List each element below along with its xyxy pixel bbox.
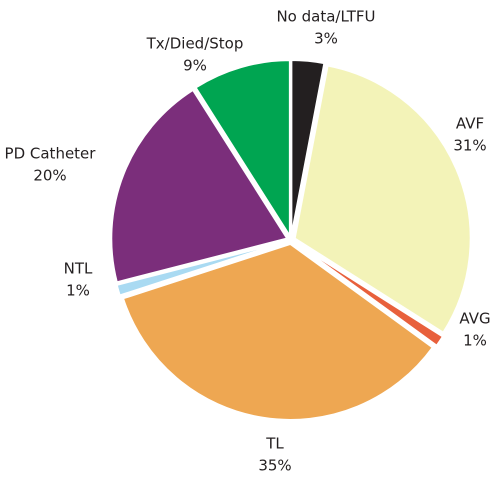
slice-value-label: 20%: [33, 167, 66, 185]
pie-slice: [110, 88, 289, 284]
pie-slice: [293, 64, 472, 335]
slice-label: NTL: [64, 260, 93, 278]
slice-label: No data/LTFU: [276, 8, 375, 26]
slice-label: AVF: [456, 115, 484, 133]
slice-label: TL: [265, 435, 284, 453]
slice-value-label: 35%: [258, 457, 291, 475]
pie-slice: [290, 59, 326, 237]
pie-slice: [194, 59, 291, 240]
slice-value-label: 9%: [183, 57, 207, 75]
slice-value-label: 1%: [66, 282, 90, 300]
slice-label: Tx/Died/Stop: [146, 35, 244, 53]
slice-label: PD Catheter: [5, 145, 97, 163]
slice-label: AVG: [459, 310, 490, 328]
slice-value-label: 3%: [314, 30, 338, 48]
slice-value-label: 31%: [453, 137, 486, 155]
pie-slice: [121, 242, 435, 421]
slice-value-label: 1%: [463, 332, 487, 350]
pie-slice: [293, 241, 445, 348]
pie-slice: [115, 240, 288, 297]
